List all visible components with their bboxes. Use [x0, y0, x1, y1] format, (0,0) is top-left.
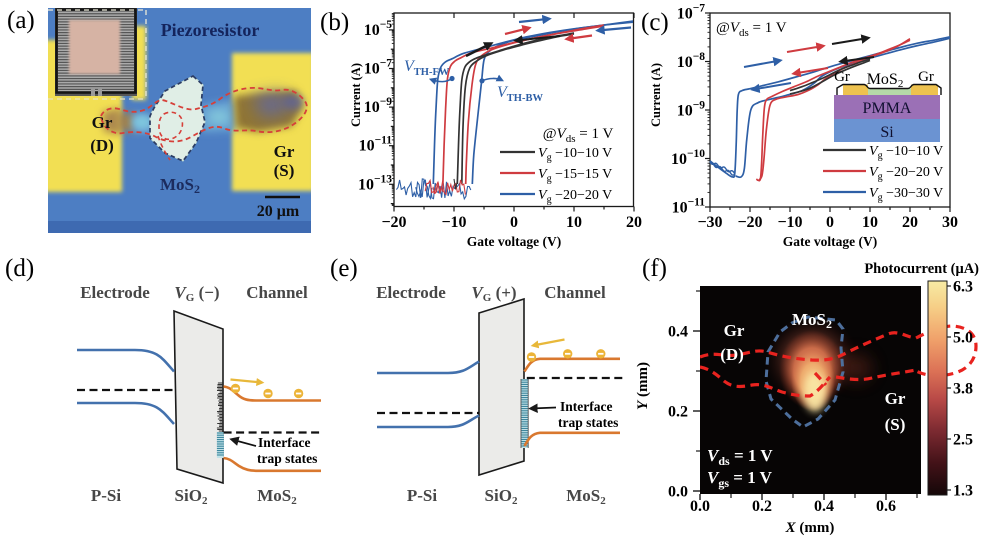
svg-text:(d): (d) — [5, 255, 34, 282]
svg-text:X (mm): X (mm) — [785, 520, 835, 536]
svg-text:SiO2: SiO2 — [485, 486, 518, 507]
svg-text:−10: −10 — [441, 214, 466, 231]
svg-text:(S): (S) — [885, 415, 906, 434]
svg-text:Vg −20−20 V: Vg −20−20 V — [538, 188, 612, 206]
svg-text:Vg −20−20 V: Vg −20−20 V — [869, 165, 943, 183]
svg-text:−20: −20 — [381, 214, 406, 231]
svg-text:Gate voltage (V): Gate voltage (V) — [783, 234, 877, 249]
svg-text:@Vds = 1 V: @Vds = 1 V — [543, 126, 614, 145]
svg-text:(f): (f) — [642, 255, 667, 282]
svg-text:Gr: Gr — [918, 69, 934, 85]
svg-text:0.4: 0.4 — [814, 498, 834, 515]
svg-text:0.2: 0.2 — [752, 498, 772, 515]
svg-text:Gr: Gr — [885, 389, 906, 408]
svg-text:0.4: 0.4 — [668, 324, 688, 341]
svg-text:30: 30 — [942, 214, 958, 231]
svg-text:Electrode: Electrode — [80, 283, 150, 302]
svg-text:VG (−): VG (−) — [174, 283, 219, 304]
svg-text:(e): (e) — [330, 255, 358, 282]
svg-text:Vg −10−10 V: Vg −10−10 V — [538, 146, 612, 164]
svg-text:10: 10 — [862, 214, 878, 231]
svg-text:20 μm: 20 μm — [257, 203, 300, 220]
svg-text:−10: −10 — [777, 214, 802, 231]
svg-text:Channel: Channel — [544, 283, 606, 302]
svg-text:Vg −30−30 V: Vg −30−30 V — [869, 186, 943, 204]
svg-text:Y (mm): Y (mm) — [635, 362, 651, 410]
svg-text:MoS2: MoS2 — [160, 175, 200, 196]
svg-text:(c): (c) — [641, 9, 669, 36]
svg-text:@Vds = 1 V: @Vds = 1 V — [716, 20, 787, 39]
svg-text:0.6: 0.6 — [876, 498, 896, 515]
svg-text:1.3: 1.3 — [953, 483, 973, 500]
svg-text:Vgs = 1 V: Vgs = 1 V — [707, 468, 773, 490]
svg-text:3.8: 3.8 — [953, 381, 973, 398]
svg-text:Photocurrent (μA): Photocurrent (μA) — [864, 261, 979, 277]
svg-text:20: 20 — [902, 214, 918, 231]
svg-text:Gr: Gr — [92, 113, 113, 132]
svg-text:20: 20 — [626, 214, 642, 231]
svg-text:0.0: 0.0 — [668, 484, 688, 501]
svg-text:0: 0 — [826, 214, 834, 231]
svg-text:Gr: Gr — [834, 69, 850, 85]
svg-text:Vg −10−10 V: Vg −10−10 V — [869, 144, 943, 162]
svg-text:Gate voltage (V): Gate voltage (V) — [467, 234, 561, 249]
svg-text:(D): (D) — [720, 345, 744, 364]
svg-text:Piezoresistor: Piezoresistor — [161, 20, 260, 40]
svg-text:trap states: trap states — [558, 415, 618, 430]
svg-text:Gr: Gr — [274, 142, 295, 161]
svg-text:PMMA: PMMA — [863, 100, 912, 117]
svg-text:(D): (D) — [90, 136, 114, 155]
svg-text:(b): (b) — [320, 9, 349, 36]
svg-text:2.5: 2.5 — [953, 432, 973, 449]
svg-text:−30: −30 — [697, 214, 722, 231]
svg-text:(a): (a) — [7, 7, 35, 34]
svg-text:Vg −15−15 V: Vg −15−15 V — [538, 167, 612, 185]
svg-text:5.0: 5.0 — [953, 330, 973, 347]
svg-text:MoS2: MoS2 — [867, 71, 904, 90]
svg-text:MoS2: MoS2 — [257, 486, 297, 507]
svg-text:(S): (S) — [274, 161, 295, 180]
svg-text:Electrode: Electrode — [376, 283, 446, 302]
svg-text:Interface: Interface — [258, 435, 310, 450]
svg-text:−20: −20 — [737, 214, 762, 231]
svg-text:trap states: trap states — [257, 451, 317, 466]
svg-text:0.0: 0.0 — [690, 498, 710, 515]
svg-text:0.2: 0.2 — [668, 404, 688, 421]
svg-text:Interface: Interface — [560, 399, 612, 414]
svg-text:Si: Si — [880, 124, 894, 141]
svg-text:SiO2: SiO2 — [175, 486, 208, 507]
svg-text:MoS2: MoS2 — [566, 486, 606, 507]
svg-text:0: 0 — [510, 214, 518, 231]
svg-text:Gr: Gr — [724, 321, 745, 340]
svg-text:Channel: Channel — [246, 283, 308, 302]
svg-text:10: 10 — [566, 214, 582, 231]
svg-text:Current (A): Current (A) — [649, 63, 663, 127]
svg-text:Vds = 1 V: Vds = 1 V — [707, 446, 773, 468]
svg-text:MoS2: MoS2 — [792, 310, 832, 331]
svg-text:P-Si: P-Si — [407, 486, 438, 505]
svg-text:VG (+): VG (+) — [471, 283, 516, 304]
svg-text:P-Si: P-Si — [91, 486, 122, 505]
svg-text:6.3: 6.3 — [953, 279, 973, 296]
svg-text:Current (A): Current (A) — [349, 63, 363, 127]
